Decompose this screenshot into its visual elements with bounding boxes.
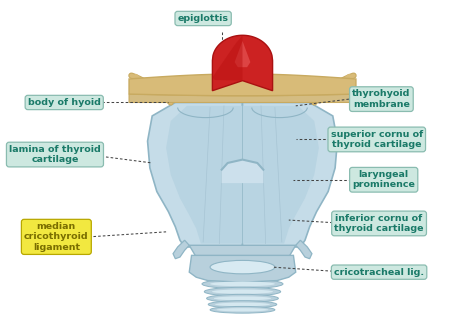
Ellipse shape [210, 306, 275, 313]
Ellipse shape [210, 282, 275, 286]
Polygon shape [173, 240, 189, 259]
Ellipse shape [212, 290, 273, 294]
Polygon shape [212, 35, 273, 91]
Polygon shape [189, 255, 296, 282]
Text: superior cornu of
thyroid cartilage: superior cornu of thyroid cartilage [331, 130, 423, 149]
Ellipse shape [207, 294, 278, 302]
Text: inferior cornu of
thyroid cartilage: inferior cornu of thyroid cartilage [334, 214, 424, 233]
Polygon shape [222, 160, 264, 183]
Ellipse shape [214, 296, 271, 300]
Polygon shape [243, 102, 337, 247]
Text: cricotracheal lig.: cricotracheal lig. [334, 268, 424, 277]
Polygon shape [147, 102, 243, 247]
Text: thyrohyoid
membrane: thyrohyoid membrane [352, 89, 410, 109]
Text: median
cricothyroid
ligament: median cricothyroid ligament [24, 222, 89, 252]
Text: epiglottis: epiglottis [178, 14, 228, 23]
Ellipse shape [210, 260, 275, 274]
Polygon shape [189, 245, 296, 267]
Polygon shape [243, 106, 319, 244]
Polygon shape [296, 240, 312, 259]
Text: body of hyoid: body of hyoid [28, 98, 100, 107]
Text: lamina of thyroid
cartilage: lamina of thyroid cartilage [9, 145, 101, 164]
Ellipse shape [217, 308, 268, 311]
Ellipse shape [208, 301, 277, 308]
Polygon shape [235, 41, 250, 67]
Ellipse shape [202, 279, 283, 289]
Ellipse shape [204, 287, 281, 296]
Ellipse shape [215, 302, 270, 306]
Polygon shape [129, 94, 356, 102]
Polygon shape [129, 74, 356, 96]
Polygon shape [212, 35, 243, 81]
Polygon shape [166, 106, 243, 244]
Text: laryngeal
prominence: laryngeal prominence [352, 170, 415, 190]
